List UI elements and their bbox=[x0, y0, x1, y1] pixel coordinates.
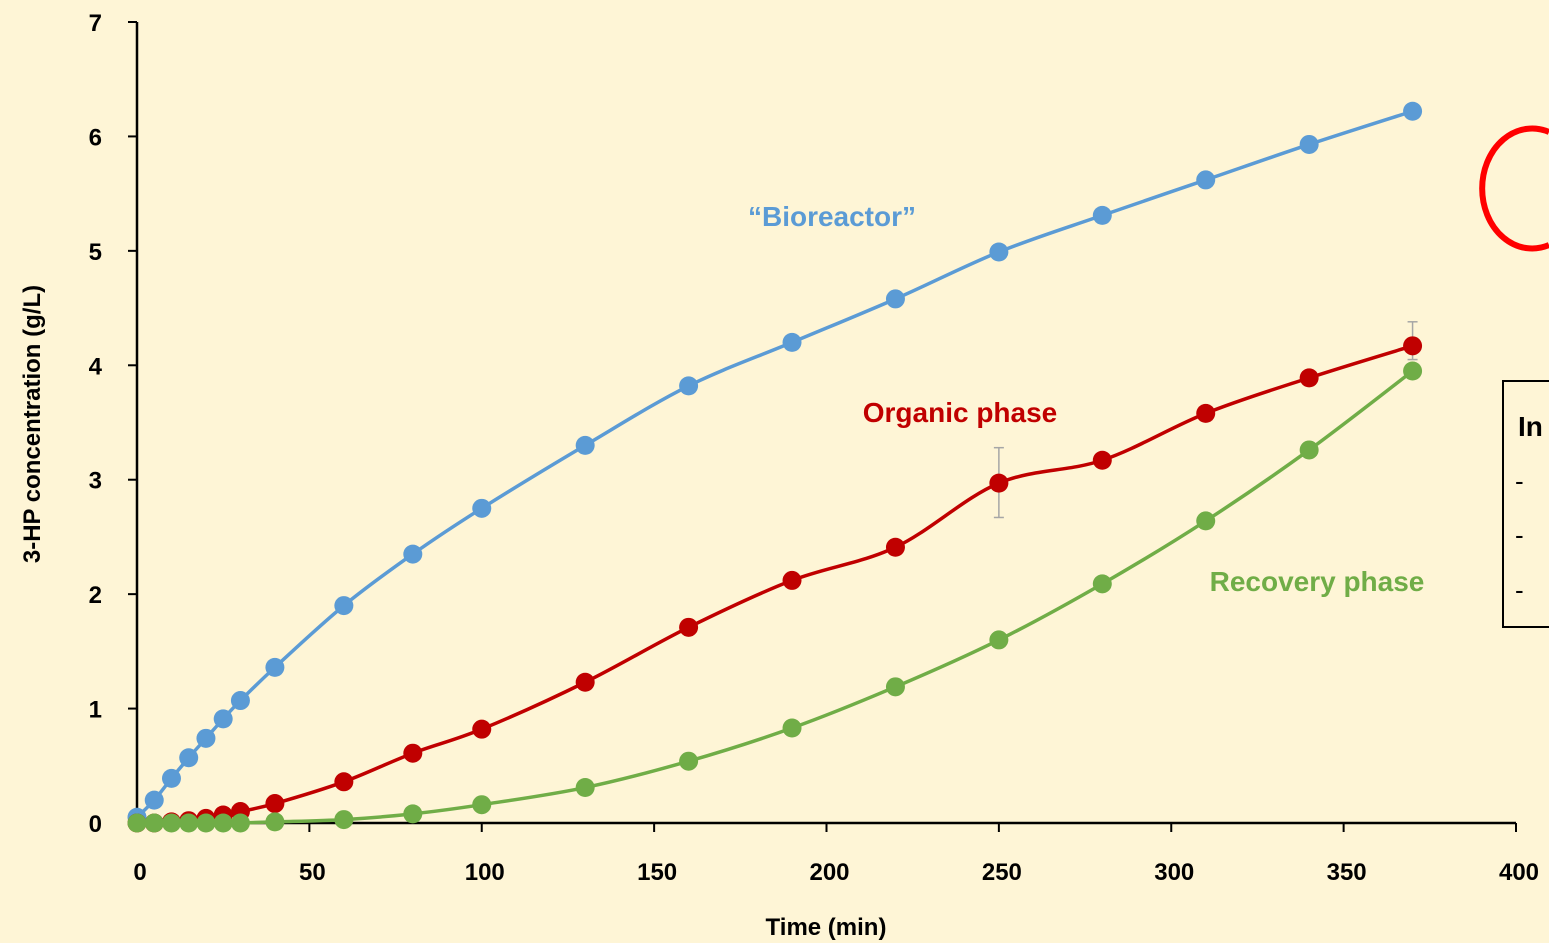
info-box-title: In bbox=[1518, 411, 1543, 442]
info-box-dash-2: - bbox=[1515, 520, 1524, 550]
organic-phase-data-point bbox=[1299, 368, 1319, 388]
y-tick-label: 2 bbox=[89, 582, 102, 609]
info-box-dash-1: - bbox=[1515, 466, 1524, 496]
info-box: In - - - bbox=[1502, 380, 1549, 628]
x-axis-title: Time (min) bbox=[766, 914, 887, 941]
y-tick-label: 4 bbox=[89, 353, 103, 380]
recovery-phase-data-point bbox=[472, 795, 492, 815]
organic-phase-data-point bbox=[1196, 403, 1216, 423]
bioreactor-data-point bbox=[472, 498, 492, 518]
bioreactor-data-point bbox=[1299, 134, 1319, 154]
recovery-phase-data-point bbox=[161, 813, 181, 833]
recovery-phase-data-point bbox=[1299, 440, 1319, 460]
recovery-phase-data-point bbox=[127, 813, 147, 833]
organic-phase-data-point bbox=[472, 719, 492, 739]
recovery-phase-data-point bbox=[679, 751, 699, 771]
y-tick-label: 6 bbox=[89, 124, 102, 151]
recovery-phase-data-point bbox=[575, 778, 595, 798]
info-box-frame bbox=[1502, 380, 1549, 628]
recovery-phase-data-point bbox=[885, 677, 905, 697]
info-box-dash-3: - bbox=[1515, 575, 1524, 605]
recovery-phase-data-point bbox=[196, 813, 216, 833]
highlight-circle bbox=[1479, 125, 1549, 252]
y-axis-title: 3-HP concentration (g/L) bbox=[19, 285, 46, 563]
bioreactor-data-point bbox=[679, 376, 699, 396]
recovery-phase-data-point bbox=[782, 718, 802, 738]
y-tick-label: 3 bbox=[89, 468, 102, 495]
organic-phase-data-point bbox=[265, 794, 285, 814]
recovery-phase-fit-curve bbox=[136, 369, 1414, 825]
bioreactor-data-point bbox=[265, 657, 285, 677]
bioreactor-data-point bbox=[885, 289, 905, 309]
series-labels: “Bioreactor” Organic phase Recovery phase bbox=[748, 201, 1424, 597]
bioreactor-data-point bbox=[1092, 205, 1112, 225]
recovery-phase-data-point bbox=[213, 813, 233, 833]
y-tick-label: 1 bbox=[89, 697, 102, 724]
x-tick-label: 100 bbox=[465, 859, 505, 886]
recovery-phase-data-point bbox=[334, 810, 354, 830]
bioreactor-data-point bbox=[179, 748, 199, 768]
bioreactor-data-point bbox=[213, 709, 233, 729]
bioreactor-data-point bbox=[334, 596, 354, 616]
bioreactor-data-point bbox=[1196, 170, 1216, 190]
recovery-phase-data-point bbox=[230, 813, 250, 833]
organic-phase-data-point bbox=[1403, 336, 1423, 356]
bioreactor-data-point bbox=[144, 790, 164, 810]
bioreactor-data-point bbox=[782, 332, 802, 352]
y-tick-label: 7 bbox=[89, 10, 102, 37]
x-tick-label: 50 bbox=[299, 859, 326, 886]
organic-phase-data-point bbox=[575, 672, 595, 692]
tick-labels: 0 50 100 150 200 250 300 350 400 0 1 2 3 4 5 6 7 bbox=[89, 10, 1539, 886]
bioreactor-data-point bbox=[230, 691, 250, 711]
organic-phase-data-point bbox=[782, 570, 802, 590]
bioreactor-data-point bbox=[575, 435, 595, 455]
x-tick-label: 250 bbox=[982, 859, 1022, 886]
recovery-phase-data-point bbox=[1092, 574, 1112, 594]
y-tick-label: 0 bbox=[89, 811, 102, 838]
organic-phase-label: Organic phase bbox=[863, 397, 1058, 428]
bioreactor-data-point bbox=[161, 768, 181, 788]
recovery-phase-data-point bbox=[265, 812, 285, 832]
x-tick-label: 0 bbox=[133, 859, 146, 886]
x-tick-label: 150 bbox=[637, 859, 677, 886]
bioreactor-data-point bbox=[989, 242, 1009, 262]
recovery-phase-data-point bbox=[1196, 511, 1216, 531]
organic-phase-data-point bbox=[989, 473, 1009, 493]
bioreactor-data-point bbox=[403, 544, 423, 564]
x-tick-label: 300 bbox=[1154, 859, 1194, 886]
recovery-phase-data-point bbox=[179, 813, 199, 833]
recovery-phase-data-point bbox=[403, 804, 423, 824]
organic-phase-data-point bbox=[679, 617, 699, 637]
x-tick-label: 200 bbox=[809, 859, 849, 886]
bioreactor-data-point bbox=[1403, 101, 1423, 121]
x-tick-label: 350 bbox=[1327, 859, 1367, 886]
organic-phase-data-point bbox=[885, 537, 905, 557]
recovery-phase-label: Recovery phase bbox=[1210, 566, 1425, 597]
bioreactor-label: “Bioreactor” bbox=[748, 201, 916, 232]
organic-phase-data-point bbox=[403, 743, 423, 763]
y-tick-label: 5 bbox=[89, 239, 102, 266]
recovery-phase-data-point bbox=[1403, 361, 1423, 381]
recovery-phase-data-point bbox=[144, 813, 164, 833]
x-tick-label: 400 bbox=[1499, 859, 1539, 886]
organic-phase-data-point bbox=[1092, 450, 1112, 470]
recovery-phase-data-point bbox=[989, 630, 1009, 650]
bioreactor-data-point bbox=[196, 728, 216, 748]
data-points bbox=[127, 101, 1423, 833]
organic-phase-data-point bbox=[334, 772, 354, 792]
